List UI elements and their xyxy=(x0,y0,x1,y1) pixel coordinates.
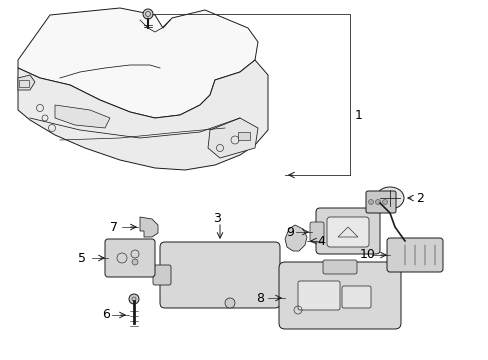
Circle shape xyxy=(132,259,138,265)
Circle shape xyxy=(382,199,386,204)
FancyBboxPatch shape xyxy=(323,260,356,274)
FancyBboxPatch shape xyxy=(279,262,400,329)
Polygon shape xyxy=(55,105,110,128)
Text: 6: 6 xyxy=(102,309,110,321)
Polygon shape xyxy=(18,60,267,170)
Text: 2: 2 xyxy=(415,192,423,204)
Circle shape xyxy=(368,199,373,204)
Text: 7: 7 xyxy=(110,220,118,234)
Bar xyxy=(238,132,249,140)
Text: 8: 8 xyxy=(256,292,264,305)
Polygon shape xyxy=(285,225,306,251)
Polygon shape xyxy=(207,118,258,158)
FancyBboxPatch shape xyxy=(365,191,395,213)
Polygon shape xyxy=(18,8,258,118)
Circle shape xyxy=(129,294,139,304)
FancyBboxPatch shape xyxy=(386,238,442,272)
FancyBboxPatch shape xyxy=(160,242,280,308)
Polygon shape xyxy=(140,217,158,237)
Circle shape xyxy=(375,199,380,204)
FancyBboxPatch shape xyxy=(315,208,379,254)
Text: 1: 1 xyxy=(354,108,362,122)
FancyBboxPatch shape xyxy=(297,281,339,310)
Bar xyxy=(19,80,29,87)
Text: 9: 9 xyxy=(285,225,293,239)
Circle shape xyxy=(142,9,153,19)
FancyBboxPatch shape xyxy=(105,239,155,277)
Text: 3: 3 xyxy=(213,212,221,225)
Text: 4: 4 xyxy=(316,234,324,248)
Text: 5: 5 xyxy=(78,252,86,265)
Polygon shape xyxy=(18,75,35,90)
FancyBboxPatch shape xyxy=(153,265,171,285)
FancyBboxPatch shape xyxy=(326,217,368,247)
FancyBboxPatch shape xyxy=(341,286,370,308)
Text: 10: 10 xyxy=(359,248,375,261)
Ellipse shape xyxy=(375,187,403,209)
FancyBboxPatch shape xyxy=(309,222,324,242)
Circle shape xyxy=(224,298,235,308)
